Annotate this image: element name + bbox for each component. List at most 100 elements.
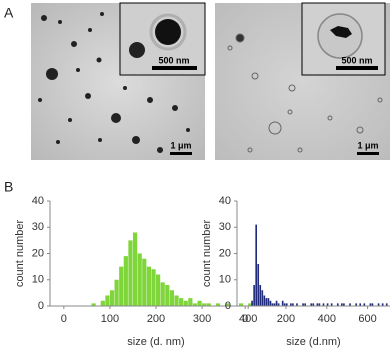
y-tick-label: 40 [219,195,231,207]
bar [179,298,184,306]
bar [343,303,345,306]
x-tick-label: 600 [358,313,376,325]
bar [341,303,343,306]
bar [225,303,230,306]
x-tick-label: 400 [239,313,257,325]
bar [100,300,105,306]
bar [261,290,264,306]
tem-image: 500 nm 1 μm [215,2,390,160]
bar [128,240,133,306]
bar [248,303,253,306]
bar [206,303,211,306]
panel-label: B [4,179,13,195]
bar [257,264,260,306]
bar [359,303,362,306]
bar [369,303,372,306]
bar [275,300,278,306]
bar [312,303,315,306]
bar [238,303,244,306]
bar [277,303,280,306]
y-tick-label: 0 [38,300,44,312]
bar [326,303,329,306]
bar [202,303,207,306]
scale-label: 1 μm [357,140,378,150]
y-tick-label: 40 [32,195,44,207]
bar [160,282,165,306]
bar [363,303,366,306]
y-tick-label: 10 [219,274,231,286]
bar [310,303,313,306]
bar [137,253,142,306]
x-tick-label: 200 [147,313,165,325]
bar [151,269,156,306]
bar [285,303,288,306]
bar [174,295,179,306]
bar [197,300,202,306]
y-tick-label: 10 [32,274,44,286]
bar [371,303,374,306]
x-tick-label: 0 [61,313,67,325]
panel-label: A [4,5,14,21]
bar [283,303,286,306]
bar [183,300,188,306]
y-tick-label: 20 [219,247,231,259]
bar [105,295,110,306]
bar [142,258,147,306]
bar [381,303,384,306]
bar [318,303,321,306]
x-axis-label: size (d.nm) [286,336,340,348]
bar [132,232,138,306]
bar [146,266,151,306]
bar [251,300,253,306]
scale-label: 500 nm [341,55,372,65]
y-tick-label: 0 [225,300,231,312]
bar [292,303,294,306]
y-tick-label: 20 [32,247,44,259]
bar [385,303,388,306]
bar [290,303,292,306]
bar [355,303,357,306]
bar [165,285,170,306]
bar [91,303,96,306]
bar [119,266,124,306]
bar [322,303,325,306]
bar [188,298,193,306]
bar [273,303,276,306]
scale-label: 1 μm [170,140,191,150]
bar [336,303,339,306]
tem-image: 500 nm 1 μm [31,2,206,160]
bar [304,303,306,306]
bar [271,303,274,306]
bar [253,285,255,306]
y-axis-label: count number [201,220,213,288]
x-tick-label: 300 [193,313,211,325]
bar [215,303,221,306]
x-tick-label: 200 [277,313,295,325]
bar [255,224,257,306]
bar [330,303,333,306]
y-tick-label: 30 [219,221,231,233]
x-tick-label: 400 [318,313,336,325]
y-axis-label: count number [14,220,26,288]
bar [156,274,161,306]
bar [259,285,262,306]
bar [109,290,115,306]
scale-label: 500 nm [158,55,189,65]
bar [281,300,284,306]
bar [263,295,266,306]
bar [265,298,268,306]
bar [267,298,270,306]
x-axis-label: size (d. nm) [127,336,184,348]
bar [114,279,119,306]
bar [123,256,128,306]
bar [349,303,351,306]
bar [296,303,298,306]
x-tick-label: 0 [242,313,248,325]
y-tick-label: 30 [32,221,44,233]
bar [377,303,380,306]
bar [316,303,319,306]
bar [269,300,272,306]
x-tick-label: 100 [101,313,119,325]
bar [302,303,304,306]
